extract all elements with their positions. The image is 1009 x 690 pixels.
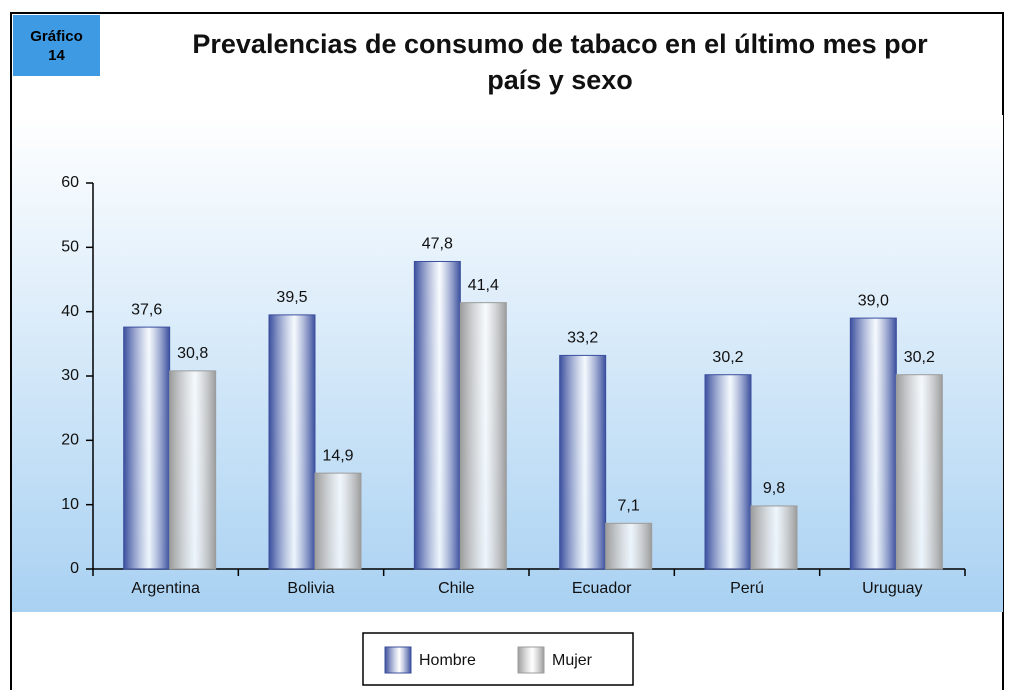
value-label: 30,8 xyxy=(177,345,208,362)
x-tick-label: Ecuador xyxy=(572,580,632,597)
legend-label: Hombre xyxy=(419,652,476,669)
bar xyxy=(895,374,943,570)
value-label: 39,0 xyxy=(858,292,889,309)
bar xyxy=(605,522,653,570)
value-label: 9,8 xyxy=(763,480,785,497)
chart-title: Prevalencias de consumo de tabaco en el … xyxy=(192,29,928,95)
value-label: 7,1 xyxy=(618,498,640,515)
y-tick-label: 0 xyxy=(70,560,79,577)
legend-swatch xyxy=(517,646,545,674)
legend-label: Mujer xyxy=(552,652,593,669)
bar xyxy=(459,302,507,570)
x-tick-label: Bolivia xyxy=(287,580,334,597)
x-tick-label: Argentina xyxy=(131,580,200,597)
y-tick-label: 20 xyxy=(61,432,79,449)
legend-swatch xyxy=(384,646,412,674)
value-label: 37,6 xyxy=(131,301,162,318)
value-label: 41,4 xyxy=(468,277,499,294)
bar xyxy=(314,472,362,570)
bar xyxy=(268,314,316,570)
x-tick-label: Chile xyxy=(438,580,475,597)
bar xyxy=(413,260,461,570)
value-label: 47,8 xyxy=(422,236,453,253)
value-label: 39,5 xyxy=(276,289,307,306)
y-tick-label: 10 xyxy=(61,496,79,513)
bar xyxy=(704,374,752,570)
value-label: 30,2 xyxy=(712,349,743,366)
bar xyxy=(559,354,607,570)
bar xyxy=(169,370,217,570)
y-tick-label: 60 xyxy=(61,174,79,191)
y-tick-label: 50 xyxy=(61,239,79,256)
value-label: 33,2 xyxy=(567,330,598,347)
bar xyxy=(750,505,798,570)
frame xyxy=(10,12,1004,690)
value-label: 30,2 xyxy=(904,349,935,366)
badge-line: 14 xyxy=(48,46,65,64)
badge: Gráfico 14 xyxy=(13,15,100,76)
bar xyxy=(123,326,171,570)
bar xyxy=(849,317,897,570)
y-tick-label: 40 xyxy=(61,303,79,320)
badge-line: Gráfico xyxy=(30,27,83,45)
x-tick-label: Perú xyxy=(730,580,764,597)
y-tick-label: 30 xyxy=(61,367,79,384)
x-tick-label: Uruguay xyxy=(862,580,922,597)
value-label: 14,9 xyxy=(322,447,353,464)
